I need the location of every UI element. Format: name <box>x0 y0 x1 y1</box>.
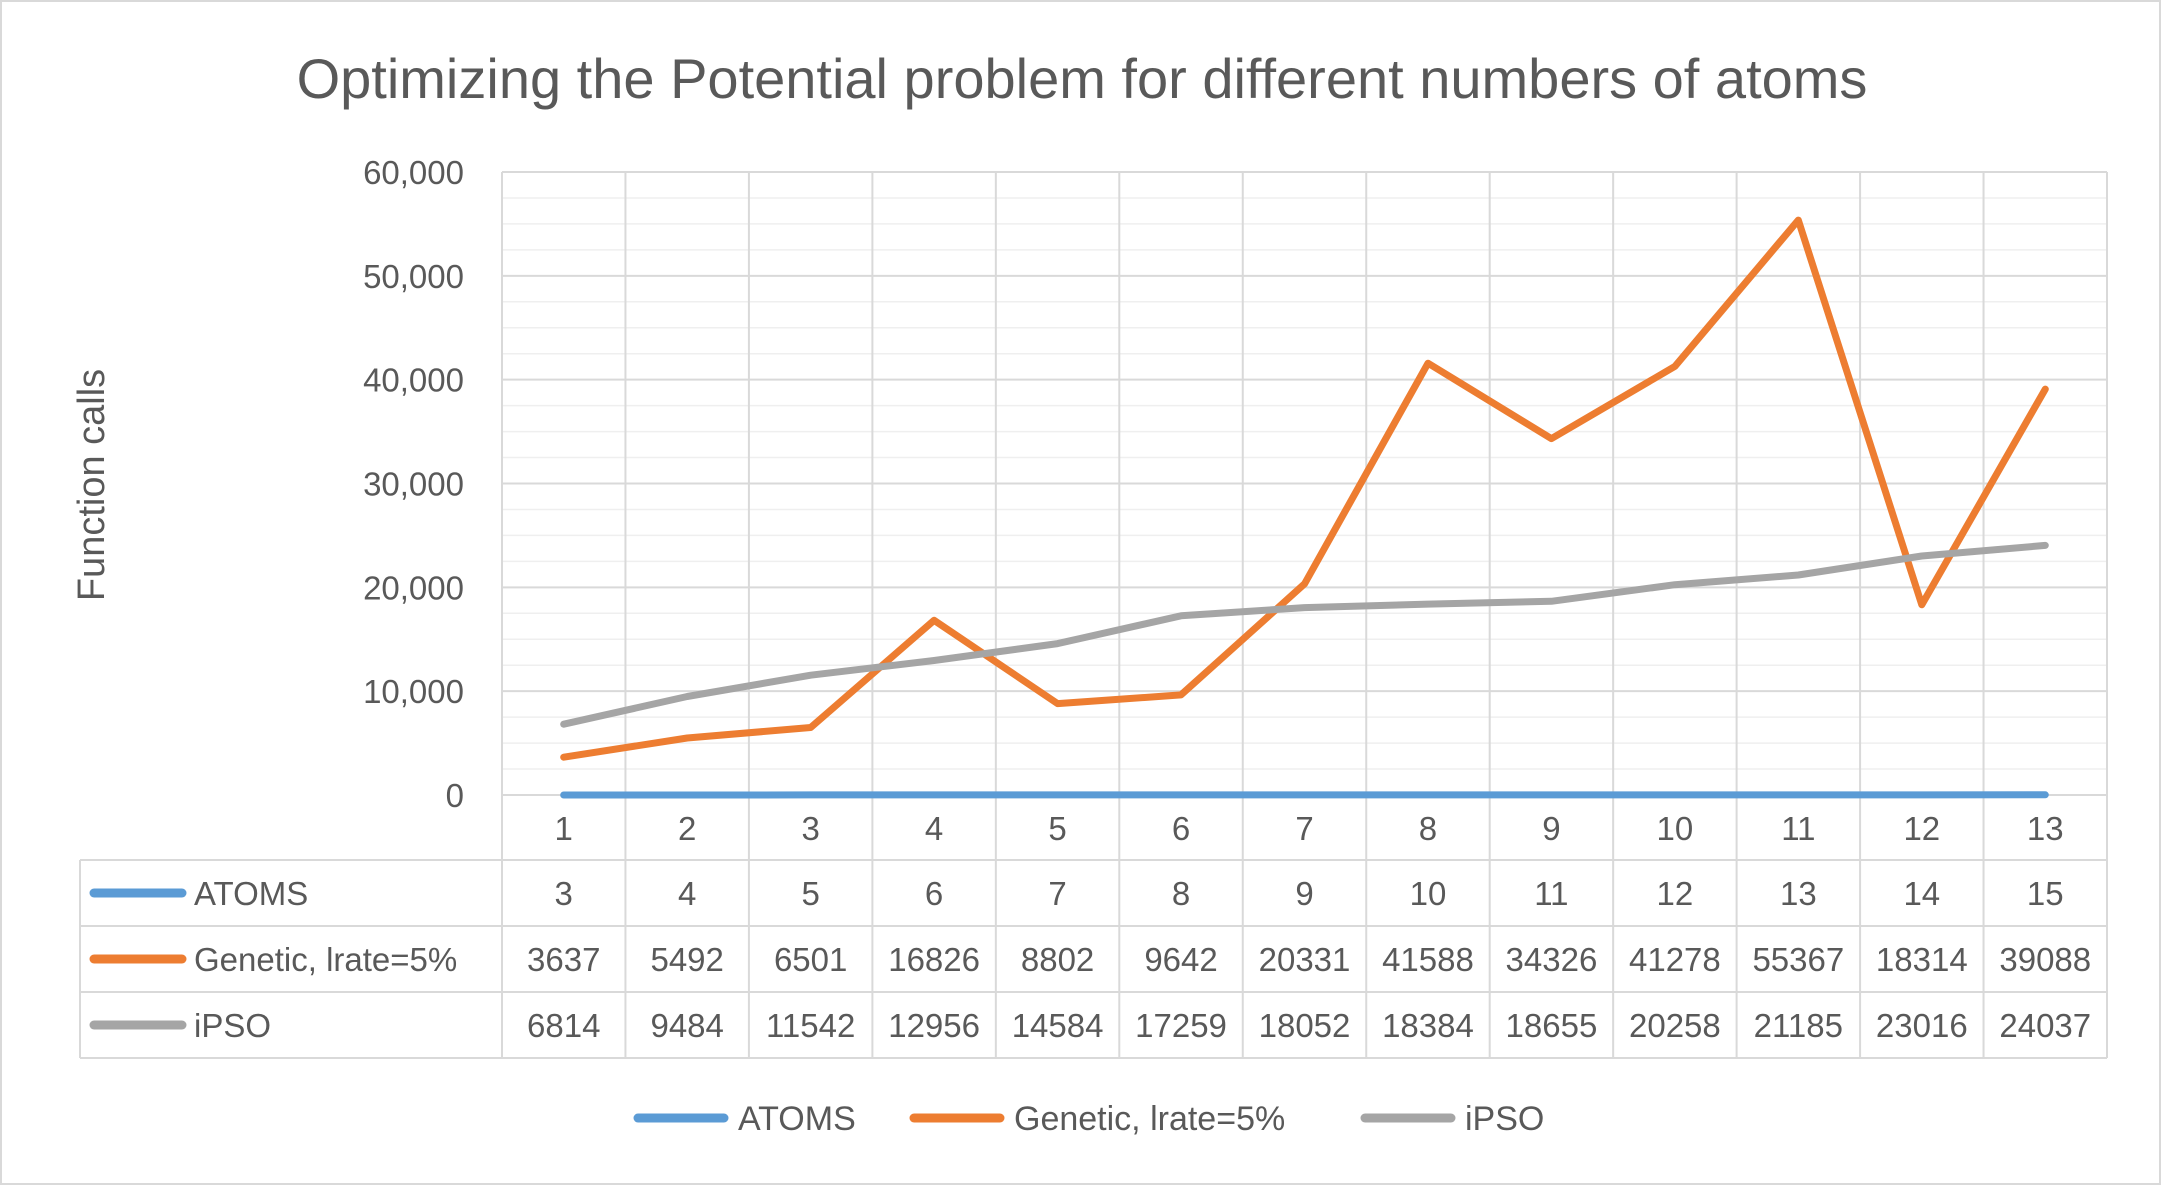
table-cell-value: 12956 <box>888 1007 980 1044</box>
x-tick-label: 1 <box>555 810 573 847</box>
table-cell-value: 11542 <box>766 1007 855 1044</box>
table-cell-value: 21185 <box>1754 1007 1843 1044</box>
table-cell-value: 8 <box>1172 875 1190 912</box>
x-tick-label: 6 <box>1172 810 1190 847</box>
table-cell-value: 7 <box>1048 875 1066 912</box>
y-tick-label: 20,000 <box>363 569 464 606</box>
x-tick-label: 10 <box>1657 810 1694 847</box>
table-cell-value: 8802 <box>1021 941 1094 978</box>
table-cell-value: 12 <box>1657 875 1694 912</box>
series-lines <box>564 220 2046 795</box>
x-tick-label: 3 <box>801 810 819 847</box>
table-series-name: ATOMS <box>194 875 308 912</box>
table-cell-value: 15 <box>2027 875 2064 912</box>
table-cell-value: 20331 <box>1259 941 1351 978</box>
y-axis-title: Function calls <box>71 369 113 601</box>
x-tick-label: 7 <box>1295 810 1313 847</box>
grid-layer <box>502 172 2107 860</box>
table-cell-value: 18314 <box>1876 941 1968 978</box>
table-cell-value: 5492 <box>650 941 723 978</box>
table-cell-value: 6 <box>925 875 943 912</box>
x-tick-label: 8 <box>1419 810 1437 847</box>
table-cell-value: 3 <box>555 875 573 912</box>
x-tick-label: 11 <box>1781 810 1815 847</box>
chart-title: Optimizing the Potential problem for dif… <box>297 47 1868 110</box>
table-cell-value: 23016 <box>1876 1007 1968 1044</box>
x-tick-label: 12 <box>1903 810 1940 847</box>
table-cell-value: 10 <box>1410 875 1447 912</box>
table-cell-value: 9484 <box>650 1007 723 1044</box>
table-series-name: Genetic, lrate=5% <box>194 941 457 978</box>
x-tick-label: 13 <box>2027 810 2064 847</box>
table-cell-value: 34326 <box>1506 941 1598 978</box>
table-cell-value: 5 <box>801 875 819 912</box>
y-tick-labels: 0 10,000 20,000 30,000 40,000 50,000 60,000 <box>363 154 464 814</box>
table-cell-value: 13 <box>1780 875 1817 912</box>
table-cell-value: 9642 <box>1144 941 1217 978</box>
y-tick-label: 40,000 <box>363 362 464 399</box>
table-cell-value: 4 <box>678 875 696 912</box>
table-cell-value: 18052 <box>1259 1007 1351 1044</box>
legend-label: Genetic, lrate=5% <box>1014 1100 1285 1138</box>
table-cell-value: 55367 <box>1752 941 1844 978</box>
table-cell-value: 6501 <box>774 941 847 978</box>
x-tick-label: 4 <box>925 810 943 847</box>
table-cell-value: 41588 <box>1382 941 1474 978</box>
y-tick-label: 30,000 <box>363 466 464 503</box>
table-cell-value: 17259 <box>1135 1007 1227 1044</box>
table-cell-value: 41278 <box>1629 941 1721 978</box>
table-cell-value: 18384 <box>1382 1007 1474 1044</box>
legend-label: iPSO <box>1465 1100 1544 1138</box>
table-series-name: iPSO <box>194 1007 271 1044</box>
legend-label: ATOMS <box>738 1100 856 1138</box>
x-tick-label: 9 <box>1542 810 1560 847</box>
table-cell-value: 24037 <box>1999 1007 2091 1044</box>
table-cell-value: 14584 <box>1012 1007 1104 1044</box>
y-tick-label: 60,000 <box>363 154 464 191</box>
y-tick-label: 0 <box>446 777 464 814</box>
table-cell-value: 3637 <box>527 941 600 978</box>
table-cell-value: 11 <box>1534 875 1568 912</box>
table-cell-value: 39088 <box>1999 941 2091 978</box>
table-cell-value: 9 <box>1295 875 1313 912</box>
table-cell-value: 20258 <box>1629 1007 1721 1044</box>
table-cell-value: 6814 <box>527 1007 600 1044</box>
series-line <box>564 545 2046 724</box>
x-tick-label: 2 <box>678 810 696 847</box>
y-tick-label: 50,000 <box>363 258 464 295</box>
y-tick-label: 10,000 <box>363 673 464 710</box>
legend: ATOMS Genetic, lrate=5% iPSO <box>638 1100 1544 1138</box>
table-cell-value: 14 <box>1903 875 1940 912</box>
table-cell-value: 18655 <box>1506 1007 1598 1044</box>
x-tick-label: 5 <box>1048 810 1066 847</box>
table-cell-value: 16826 <box>888 941 980 978</box>
